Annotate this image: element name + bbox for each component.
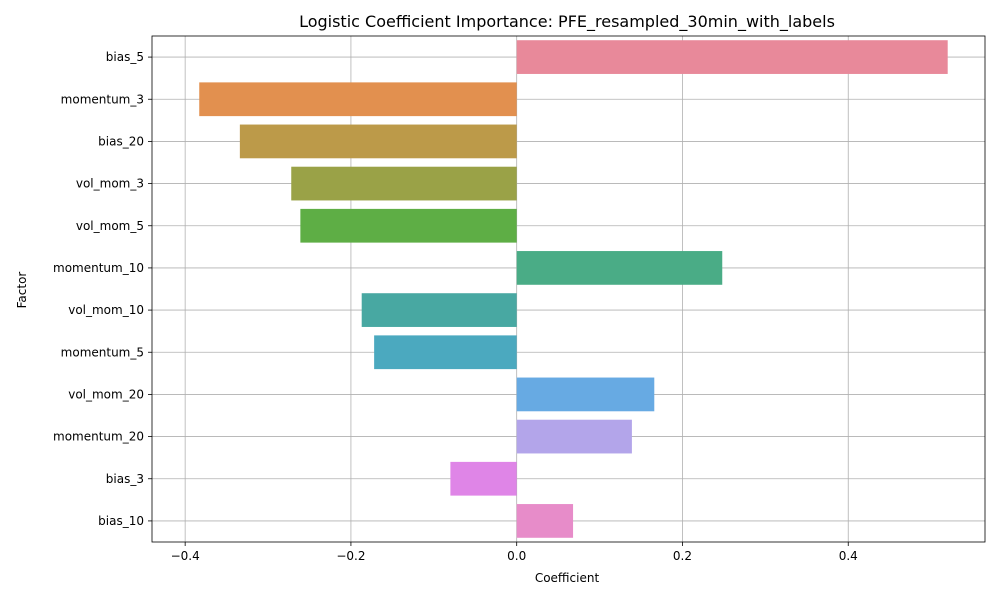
x-axis-label: Coefficient xyxy=(535,571,600,585)
y-tick-label: momentum_5 xyxy=(61,345,144,359)
bar-bias_3 xyxy=(450,461,517,496)
bar-vol_mom_10 xyxy=(361,293,517,327)
bar-vol_mom_5 xyxy=(300,208,517,243)
bar-momentum_20 xyxy=(516,419,632,454)
bar-momentum_3 xyxy=(199,82,517,117)
bar-vol_mom_20 xyxy=(516,377,655,412)
x-tick-label: 0.0 xyxy=(507,549,526,563)
y-tick-label: vol_mom_20 xyxy=(68,387,144,401)
bar-bias_20 xyxy=(239,124,517,159)
y-axis-label: Factor xyxy=(15,272,29,309)
y-tick-label: momentum_20 xyxy=(53,430,144,444)
y-tick-label: vol_mom_10 xyxy=(68,303,144,317)
chart-title: Logistic Coefficient Importance: PFE_res… xyxy=(299,12,835,32)
bar-bias_10 xyxy=(516,504,574,538)
y-tick-label: bias_5 xyxy=(106,50,144,64)
y-ticks: bias_5 momentum_3 bias_20 vol_mom_3 vol_mom_… xyxy=(53,50,152,528)
y-tick-label: bias_3 xyxy=(106,472,144,486)
x-tick-label: 0.4 xyxy=(839,549,858,563)
y-tick-label: vol_mom_3 xyxy=(76,177,144,191)
bar-bias_5 xyxy=(516,40,948,74)
y-tick-label: momentum_10 xyxy=(53,261,144,275)
y-tick-label: vol_mom_5 xyxy=(76,219,144,233)
x-tick-label: −0.2 xyxy=(336,549,365,563)
bar-momentum_5 xyxy=(374,335,517,370)
plot-frame xyxy=(151,35,986,543)
x-ticks: −0.4 −0.2 0.0 0.2 0.4 xyxy=(171,542,858,563)
bar-vol_mom_3 xyxy=(291,166,517,201)
x-tick-label: 0.2 xyxy=(673,549,692,563)
y-tick-label: bias_10 xyxy=(98,514,144,528)
bar-momentum_10 xyxy=(516,251,723,285)
y-tick-label: bias_20 xyxy=(98,134,144,148)
bars xyxy=(199,40,948,538)
x-tick-label: −0.4 xyxy=(171,549,200,563)
y-tick-label: momentum_3 xyxy=(61,92,144,106)
